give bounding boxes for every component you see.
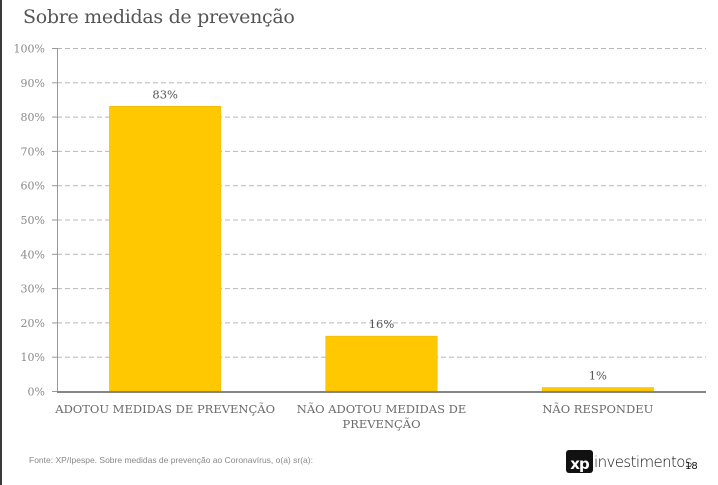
data-label: 16% xyxy=(369,317,395,331)
slide-left-border xyxy=(0,0,2,485)
y-tick-label: 90% xyxy=(21,77,45,90)
data-label: 1% xyxy=(589,369,607,383)
page-number: 18 xyxy=(685,461,698,472)
chart-title: Sobre medidas de prevenção xyxy=(23,6,295,28)
source-note: Fonte: XP/Ipespe. Sobre medidas de preve… xyxy=(29,455,313,465)
y-tick-label: 10% xyxy=(21,351,45,364)
bar-chart: 0% 10% 20% 30% 40% 50% 60% 70% 80% 90% 100% 83% 16%… xyxy=(14,43,706,431)
y-tick-label: 30% xyxy=(21,283,45,296)
bar-3 xyxy=(541,387,654,392)
y-tick-label: 70% xyxy=(21,145,45,158)
category-labels: ADOTOU MEDIDAS DE PREVENÇÃO NÃO ADOTOU ME… xyxy=(54,402,653,431)
logo-wordmark: investimentos xyxy=(594,452,693,471)
xp-investimentos-logo: xp investimentos xyxy=(566,450,693,473)
bar-1 xyxy=(109,106,222,392)
category-label: NÃO RESPONDEU xyxy=(542,402,653,416)
y-tick-label: 100% xyxy=(14,43,45,56)
y-tick-label: 80% xyxy=(21,111,45,124)
y-tick-label: 50% xyxy=(21,214,45,227)
y-axis-ticks: 0% 10% 20% 30% 40% 50% 60% 70% 80% 90% 100% xyxy=(14,43,57,399)
category-label: ADOTOU MEDIDAS DE PREVENÇÃO xyxy=(54,402,275,416)
y-tick-label: 20% xyxy=(21,317,45,330)
xp-logo-mark-icon: xp xyxy=(566,450,593,473)
bar-2 xyxy=(325,335,438,392)
data-label: 83% xyxy=(152,87,178,101)
category-label: NÃO ADOTOU MEDIDAS DE PREVENÇÃO xyxy=(297,402,466,431)
y-tick-label: 40% xyxy=(21,248,45,261)
data-labels: 83% 16% 1% xyxy=(152,87,607,382)
bars xyxy=(109,106,654,392)
y-tick-label: 60% xyxy=(21,180,45,193)
y-tick-label: 0% xyxy=(28,386,45,399)
